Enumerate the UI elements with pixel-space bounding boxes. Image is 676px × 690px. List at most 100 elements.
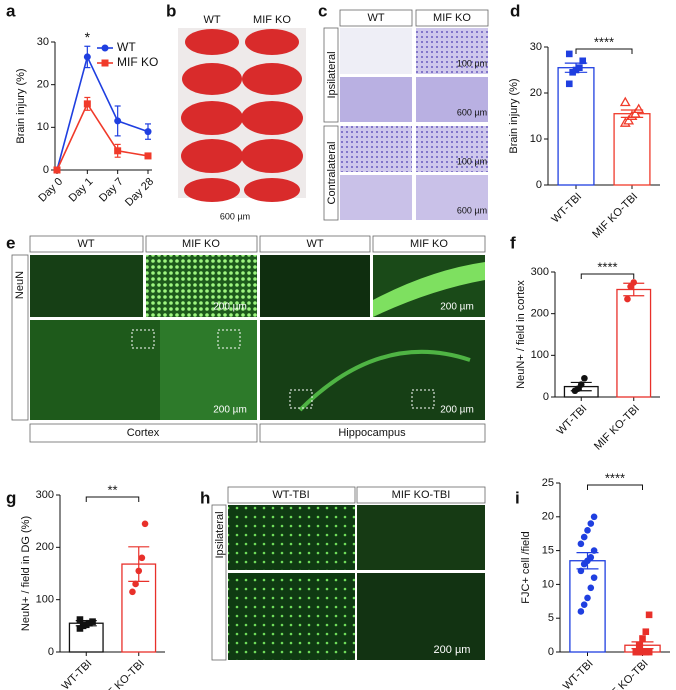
header-box: [339, 9, 413, 27]
panel-letter: e: [6, 233, 15, 252]
point: [580, 601, 588, 608]
panel-c: c WT MIF KO Ipsilateral Contralateral 10…: [318, 1, 489, 221]
point: [579, 57, 587, 65]
y-tick-label: 0: [548, 646, 554, 658]
scale-bar: 600 µm: [457, 205, 487, 215]
scale-bar: 200 µm: [440, 405, 474, 416]
x-tick-label: WT-TBI: [60, 658, 95, 690]
point: [624, 295, 631, 303]
point: [129, 588, 136, 596]
header-box: [415, 9, 489, 27]
point: [635, 641, 643, 649]
point: [114, 147, 122, 155]
y-tick-label: 20: [37, 79, 49, 91]
y-axis-label: NeuN+ / field in cortex: [515, 280, 527, 389]
point: [587, 520, 595, 527]
x-tick-label: Day 1: [67, 176, 96, 205]
point: [114, 117, 122, 125]
panel-letter: d: [510, 1, 520, 20]
point: [632, 648, 640, 656]
y-tick-label: 20: [542, 511, 554, 523]
column-label: MIF KO: [433, 12, 471, 24]
x-tick-label: MIF KO-TBI: [592, 403, 642, 453]
row-label: NeuN: [14, 271, 26, 299]
bar: [68, 622, 104, 653]
y-tick-label: 0: [536, 179, 542, 191]
y-axis-label: Brain injury (%): [508, 78, 520, 153]
scale-bar: 200 µm: [213, 405, 247, 416]
scale-bar: 200 µm: [434, 644, 471, 656]
bar: [557, 67, 595, 186]
significance: ****: [597, 259, 617, 274]
x-tick-label: Day 0: [36, 176, 65, 205]
scale-bar: 200 µm: [440, 302, 474, 313]
y-tick-label: 30: [37, 36, 49, 48]
line: [56, 54, 149, 171]
panel-letter: c: [318, 1, 327, 20]
region-label: Hippocampus: [338, 427, 406, 439]
panel-b: b WT MIF KO 600 µm: [166, 1, 306, 221]
point: [590, 513, 598, 521]
y-axis-label: Brain injury (%): [15, 68, 27, 143]
fluorescence: [30, 255, 485, 420]
y-tick-label: 200: [36, 541, 54, 553]
y-tick-label: 100: [36, 594, 54, 606]
point: [83, 100, 91, 108]
x-tick-label: WT-TBI: [555, 403, 590, 438]
point: [83, 53, 91, 61]
significance: ****: [594, 34, 614, 49]
row-box: [323, 27, 339, 123]
scale-bar: 100 µm: [457, 156, 487, 166]
x-tick-label: MIF KO-TBI: [601, 658, 651, 690]
point: [53, 166, 61, 174]
x-tick-label: Day 28: [123, 176, 156, 209]
significance-bracket: [85, 496, 140, 502]
y-tick-label: 20: [530, 87, 542, 99]
x-tick-label: WT-TBI: [549, 191, 584, 226]
significance-bracket: [580, 273, 635, 279]
point: [639, 635, 646, 642]
bar: [616, 288, 652, 398]
panel-letter: b: [166, 1, 176, 20]
y-tick-label: 300: [531, 266, 549, 278]
point: [144, 152, 152, 160]
column-label: MIF KO: [253, 14, 291, 26]
line: [56, 102, 149, 171]
y-axis-label: NeuN+ / field in DG (%): [20, 516, 32, 631]
point: [144, 128, 152, 136]
point: [584, 594, 591, 602]
point: [565, 50, 573, 58]
column-label: WT-TBI: [272, 489, 309, 501]
point: [565, 80, 573, 88]
column-label: MIF KO-TBI: [392, 489, 451, 501]
histology: [340, 28, 488, 220]
point: [642, 628, 650, 636]
legend-label: WT: [117, 40, 136, 54]
scale-bar: 200 µm: [213, 302, 247, 313]
column-label: WT: [203, 14, 220, 26]
brain-slices: [181, 29, 303, 202]
column-label: MIF KO: [182, 238, 220, 250]
panel-letter: g: [6, 488, 16, 507]
significance: **: [107, 482, 117, 497]
point: [619, 96, 631, 107]
y-tick-label: 10: [530, 133, 542, 145]
y-tick-label: 10: [37, 121, 49, 133]
row-box: [323, 125, 339, 221]
point: [580, 533, 588, 541]
point: [630, 279, 638, 286]
significance: ****: [605, 470, 625, 485]
legend-marker: [101, 44, 109, 52]
legend-label: MIF KO: [117, 55, 158, 69]
x-tick-label: MIF KO-TBI: [97, 658, 147, 690]
row-label: Ipsilateral: [214, 511, 226, 558]
bar: [613, 113, 651, 186]
y-tick-label: 10: [542, 578, 554, 590]
point: [645, 611, 653, 619]
row-label: Ipsilateral: [326, 51, 338, 98]
scale-bar: 600 µm: [457, 107, 487, 117]
point: [587, 554, 595, 561]
scale-bar: 600 µm: [220, 211, 250, 221]
y-tick-label: 25: [542, 477, 554, 489]
